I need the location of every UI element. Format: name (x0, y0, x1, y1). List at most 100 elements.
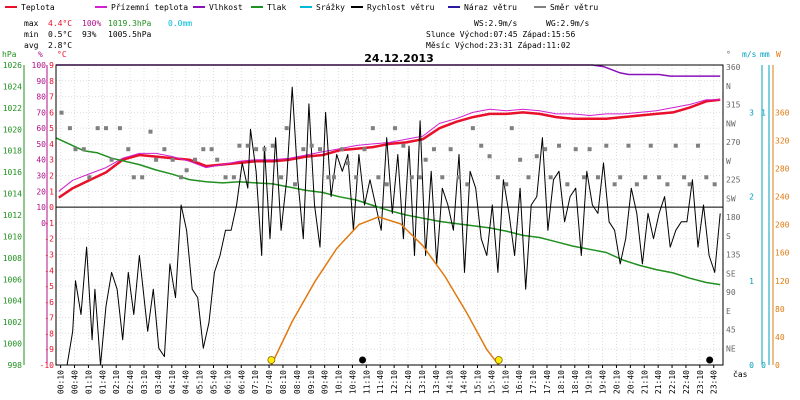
wind-direction-marker (418, 175, 423, 180)
wind-direction-marker (573, 147, 578, 152)
stats-max-pressure: 1019.3hPa (108, 19, 152, 28)
hpa-tick-label: 1026 (3, 61, 22, 70)
wind-direction-marker (95, 126, 100, 131)
x-tick-label: 20:40 (626, 370, 635, 394)
wind-direction-marker (293, 182, 298, 187)
w-axis-title: W (776, 50, 781, 59)
dir-tick-label: 270 (726, 138, 741, 147)
wind-direction-marker (456, 175, 461, 180)
dir-tick-label: 135 (726, 251, 741, 260)
x-tick-label: 11:10 (362, 370, 371, 394)
w-tick-label: 120 (775, 277, 790, 286)
hpa-tick-label: 1022 (3, 104, 22, 113)
wind-direction-marker (362, 147, 367, 152)
ms-tick-label: 1 (749, 277, 754, 286)
pct-tick-label: 30 (36, 172, 46, 181)
x-tick-label: 22:10 (668, 370, 677, 394)
legend-label-rychlost: Rychlost větru (367, 3, 435, 12)
wind-direction-marker (565, 182, 570, 187)
series-line-slunce (270, 216, 500, 366)
w-tick-label: 360 (775, 108, 790, 117)
wind-direction-marker (431, 147, 436, 152)
pct-tick-label: 70 (36, 108, 46, 117)
legend-label-smer: Směr větru (550, 3, 598, 12)
wind-direction-marker (665, 182, 670, 187)
c-tick-label: -6 (44, 298, 54, 307)
wind-direction-marker (87, 175, 92, 180)
c-tick-label: 2 (49, 172, 54, 181)
x-tick-label: 18:40 (571, 370, 580, 394)
info-header: max 4.4°C 100% 1019.3hPa 0.0mm min 0.5°C… (24, 19, 590, 50)
wind-direction-marker (67, 126, 72, 131)
wind-direction-marker (345, 161, 350, 166)
wind-direction-marker (548, 175, 553, 180)
wind-direction-marker (557, 143, 562, 148)
w-tick-label: 80 (775, 305, 785, 314)
hpa-tick-label: 1012 (3, 211, 22, 220)
wind-speed-info: WS:2.9m/s (474, 19, 518, 28)
wind-direction-marker (618, 175, 623, 180)
wind-direction-marker (354, 175, 359, 180)
stats-min-pressure: 1005.5hPa (108, 30, 152, 39)
legend-label-prizemni: Přízemní teplota (111, 3, 188, 12)
wind-direction-marker (393, 126, 398, 131)
x-tick-label: 23:40 (710, 370, 719, 394)
legend: Teplota Přízemní teplota Vlhkost Tlak Srážky… (5, 3, 598, 12)
x-tick-label: 13:10 (418, 370, 427, 394)
dir-tick-label: 180 (726, 213, 741, 222)
x-tick-label: 21:10 (640, 370, 649, 394)
moon-info: Měsíc Východ:23:31 Západ:11:02 (426, 41, 571, 50)
dir-tick-label: NW (726, 119, 736, 128)
c-tick-label: 0 (49, 203, 54, 212)
wind-direction-marker (140, 175, 145, 180)
dir-tick-label: 315 (726, 101, 741, 110)
wind-direction-marker (487, 154, 492, 159)
wind-direction-marker (231, 175, 236, 180)
c-tick-label: 9 (49, 61, 54, 70)
ms-axis-title: m/s (742, 50, 757, 59)
stats-avg-label: avg (24, 41, 39, 50)
series-line-tlak (55, 137, 721, 286)
wind-direction-marker (104, 126, 109, 131)
x-tick-label: 20:10 (612, 370, 621, 394)
hpa-tick-label: 1018 (3, 147, 22, 156)
legend-label-srazky: Srážky (316, 3, 345, 12)
ms-tick-label: 2 (749, 193, 754, 202)
hpa-tick-label: 1024 (3, 82, 22, 91)
x-tick-label: 07:10 (251, 370, 260, 394)
x-tick-label: 22:40 (682, 370, 691, 394)
mm-tick-label: 0 (761, 361, 766, 370)
dir-tick-label: S (726, 232, 731, 241)
wind-direction-marker (712, 182, 717, 187)
dir-tick-label: SE (726, 269, 736, 278)
wind-direction-marker (262, 147, 267, 152)
series (55, 64, 721, 366)
wind-direction-marker (440, 175, 445, 180)
x-axis: 00:10 00:40 01:10 01:40 02:10 02:40 03:10 03:40… (57, 365, 748, 394)
wind-direction-marker (340, 147, 345, 152)
ms-tick-label: 0 (749, 361, 754, 370)
wind-direction-marker (331, 175, 336, 180)
axes: 1026102410221020101810161014101210101008… (2, 50, 790, 370)
x-tick-label: 02:40 (126, 370, 135, 394)
sunset-marker (494, 356, 503, 364)
hpa-tick-label: 1004 (3, 297, 22, 306)
series-line-vlhkost (56, 64, 721, 77)
legend-label-tlak: Tlak (267, 3, 286, 12)
wind-direction-marker (179, 175, 184, 180)
wind-direction-marker (215, 157, 220, 162)
wind-direction-marker (479, 143, 484, 148)
c-tick-label: 8 (49, 77, 54, 86)
wind-direction-marker (201, 147, 206, 152)
x-tick-label: 06:10 (223, 370, 232, 394)
wind-direction-marker (270, 143, 275, 148)
c-tick-label: -4 (44, 266, 54, 275)
x-tick-label: 15:10 (474, 370, 483, 394)
dir-axis-title: ° (726, 50, 731, 59)
x-tick-label: 18:10 (557, 370, 566, 394)
wind-direction-marker (309, 143, 314, 148)
wind-direction-marker (526, 175, 531, 180)
c-tick-label: 3 (49, 156, 54, 165)
x-tick-label: 12:10 (390, 370, 399, 394)
c-tick-label: 5 (49, 124, 54, 133)
